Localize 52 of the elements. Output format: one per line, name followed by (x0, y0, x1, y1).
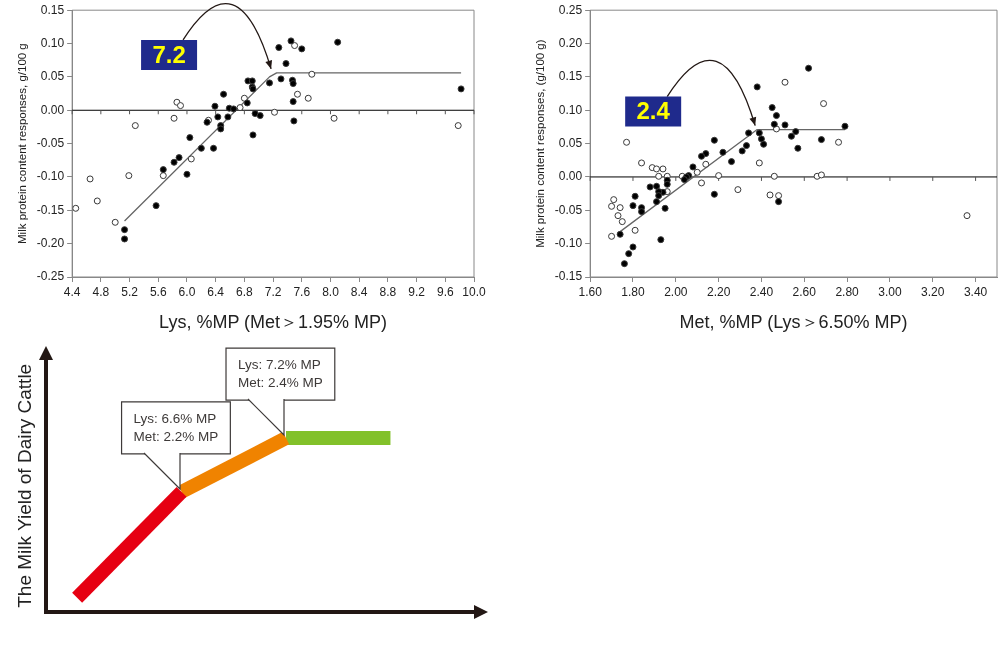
y-tick-label: 0.15 (558, 69, 583, 84)
x-tick-label: 4.8 (92, 284, 110, 299)
annotation: Lys: 6.6% MP Met: 2.2% MP (133, 410, 219, 444)
y-tick-label: 0.05 (558, 135, 583, 150)
x-axis-title: Met, %MP (Lys＞6.50% MP) (679, 312, 908, 333)
x-tick-label: 5.6 (149, 284, 167, 299)
x-tick-label: 3.20 (921, 284, 945, 299)
x-tick-label: 2.80 (835, 284, 860, 299)
y-tick-label: -0.20 (36, 235, 65, 250)
y-tick-label: -0.25 (36, 269, 65, 284)
x-tick-label: 6.0 (178, 284, 196, 299)
y-tick-label: 0.05 (40, 69, 65, 84)
x-tick-label: 8.0 (322, 284, 340, 299)
x-tick-label: 5.2 (121, 284, 139, 299)
x-tick-label: 6.4 (207, 284, 225, 299)
x-axis-title: Lys, %MP (Met＞1.95% MP) (159, 312, 388, 333)
x-tick-label: 1.60 (578, 284, 603, 299)
y-axis-title: Milk protein content responses, g/100 g (16, 43, 29, 244)
y-tick-label: 0.15 (40, 2, 65, 17)
x-tick-label: 1.80 (621, 284, 645, 299)
text: Lys: 7.2% MP Met: 2.4% MP (238, 356, 323, 390)
y-tick-label: -0.10 (36, 169, 65, 184)
x-tick-label: 9.2 (408, 284, 426, 299)
annotation: 7.2 (152, 40, 186, 68)
x-tick-label: 3.40 (963, 284, 988, 299)
y-tick-label: 0.00 (40, 102, 65, 117)
y-tick-label: 0.10 (40, 35, 65, 50)
x-tick-label: 2.20 (706, 284, 731, 299)
y-tick-label: 0.00 (558, 169, 583, 184)
y-tick-label: -0.05 (36, 135, 65, 150)
y-tick-label: -0.15 (554, 269, 583, 284)
y-tick-label: 0.25 (558, 2, 583, 17)
x-tick-label: 2.40 (749, 284, 774, 299)
x-tick-label: 2.60 (792, 284, 817, 299)
x-tick-label: 8.4 (350, 284, 368, 299)
y-tick-label: 0.20 (558, 35, 583, 50)
x-tick-label: 4.4 (63, 284, 81, 299)
x-tick-label: 8.8 (379, 284, 397, 299)
y-tick-label: -0.05 (554, 202, 583, 217)
annotation: 2.4 (636, 97, 671, 125)
y-tick-label: -0.10 (554, 235, 583, 250)
x-tick-label: 9.6 (436, 284, 454, 299)
y-tick-label: 0.10 (558, 102, 583, 117)
x-tick-label: 6.8 (236, 284, 254, 299)
x-tick-label: 7.2 (264, 284, 282, 299)
x-tick-label: 3.00 (878, 284, 902, 299)
y-axis-title: Milk protein content responses, (g/100 g) (534, 39, 547, 248)
x-tick-label: 10.0 (462, 284, 486, 299)
x-tick-label: 7.6 (293, 284, 311, 299)
y-axis-title: The Milk Yield of Dairy Cattle (13, 363, 35, 608)
x-tick-label: 2.00 (664, 284, 688, 299)
y-tick-label: -0.15 (36, 202, 65, 217)
